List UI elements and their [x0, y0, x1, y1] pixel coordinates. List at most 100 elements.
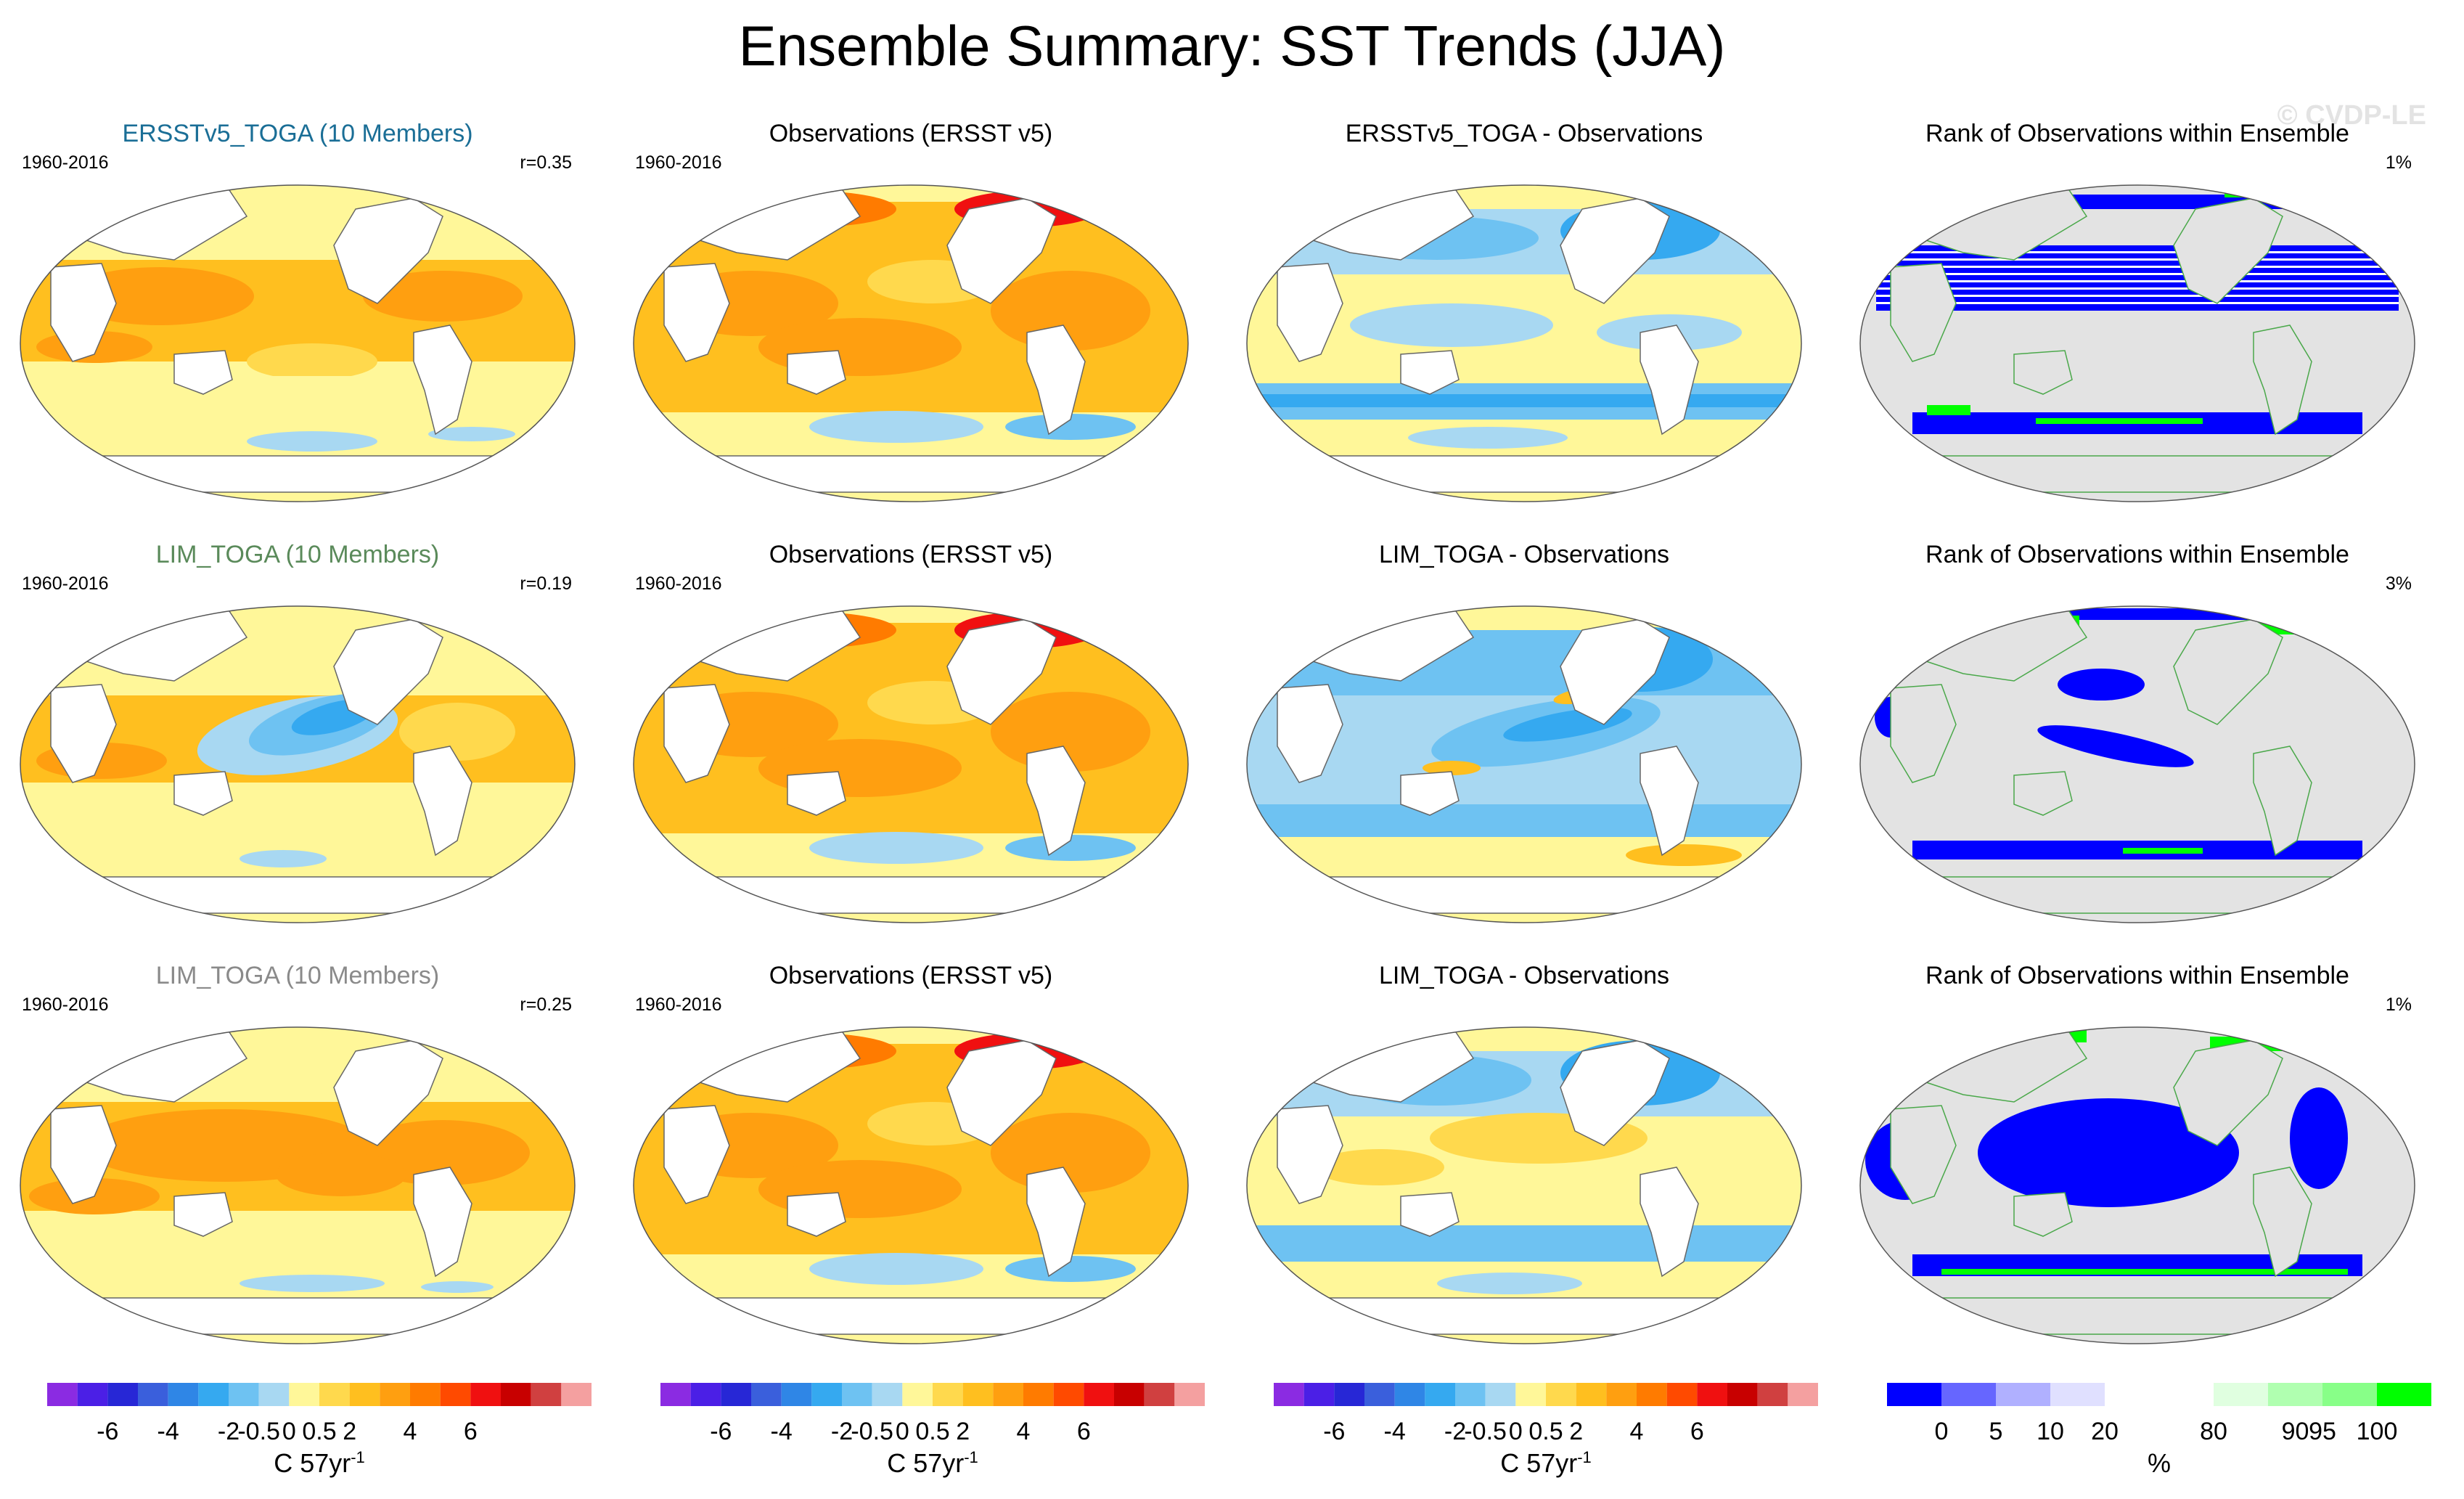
antarctica — [1932, 876, 2343, 914]
colorbar-swatch — [781, 1383, 812, 1406]
colorbar-swatch — [289, 1383, 319, 1406]
colorbar-swatch — [1425, 1383, 1455, 1406]
colorbar-swatch — [410, 1383, 441, 1406]
anomaly-band — [20, 1225, 575, 1305]
antarctica — [92, 876, 503, 914]
map-plot — [1246, 184, 1802, 502]
panel-title: Observations (ERSST v5) — [769, 120, 1053, 147]
africa — [1890, 1105, 1957, 1204]
panel-title: Rank of Observations within Ensemble — [1925, 120, 2349, 147]
page-title: Ensemble Summary: SST Trends (JJA) — [738, 14, 1726, 78]
colorbar-tick-label: 2 — [343, 1418, 357, 1445]
panel-title: LIM_TOGA - Observations — [1379, 962, 1669, 989]
north-america — [1560, 618, 1670, 725]
rank-percent-label: 1% — [2385, 994, 2412, 1015]
colorbar-tick-label: -2 — [217, 1418, 240, 1445]
greenland — [2296, 606, 2349, 642]
panel-title: Observations (ERSST v5) — [769, 962, 1053, 989]
colorbar-swatch — [47, 1383, 78, 1406]
colorbar-tick-label: 0.5 — [915, 1418, 950, 1445]
anomaly-region — [240, 850, 327, 867]
rank-low-band — [1876, 245, 2399, 311]
colorbar-swatch — [2159, 1383, 2214, 1406]
anomaly-region — [1350, 303, 1553, 347]
greenland — [1682, 185, 1735, 221]
colorbar-sst-1: C 57yr-1 -6 -4 -2 -0.5 0 0.5 2 4 6 — [40, 1383, 599, 1499]
rank-low-region — [2290, 1087, 2348, 1189]
africa — [50, 263, 117, 362]
anomaly-region — [991, 692, 1150, 772]
greenland — [2296, 185, 2349, 221]
colorbar-swatch — [198, 1383, 229, 1406]
map-border — [1246, 184, 1802, 502]
north-america — [2173, 618, 2283, 725]
period-label: 1960-2016 — [635, 994, 722, 1015]
australia — [173, 771, 233, 816]
africa — [1890, 684, 1957, 783]
colorbar-tick-label: -4 — [157, 1418, 179, 1445]
rank-percent-label: 1% — [2385, 152, 2412, 173]
panel-r2-c3: LIM_TOGA - Observations — [1234, 536, 1814, 946]
north-america — [2173, 197, 2283, 304]
colorbar-tick-label: 0.5 — [1528, 1418, 1563, 1445]
map-plot — [1859, 1026, 2415, 1344]
map-field — [1247, 1027, 1801, 1344]
colorbar-swatch — [349, 1383, 380, 1406]
australia — [173, 350, 233, 395]
australia — [1400, 350, 1460, 395]
rank-low-region — [2058, 669, 2145, 701]
map-field — [1860, 606, 2415, 923]
anomaly-region — [809, 832, 983, 864]
correlation-label: r=0.35 — [520, 152, 572, 173]
panel-title: LIM_TOGA (10 Members) — [155, 541, 440, 568]
anomaly-band — [20, 797, 575, 884]
colorbar-tick-label: 6 — [463, 1418, 478, 1445]
panel-r1-c4: Rank of Observations within Ensemble 1% — [1847, 115, 2428, 525]
australia — [787, 771, 846, 816]
north-america — [333, 1040, 443, 1146]
map-border — [20, 605, 576, 923]
north-america — [1560, 1040, 1670, 1146]
africa — [1890, 263, 1957, 362]
colorbar-swatch — [2377, 1383, 2431, 1406]
colorbar-unit: C 57yr-1 — [1500, 1448, 1592, 1478]
map-border — [633, 184, 1189, 502]
anomaly-region — [399, 703, 515, 761]
south-america — [1640, 746, 1699, 857]
colorbar-swatch — [107, 1383, 138, 1406]
africa — [1277, 1105, 1343, 1204]
panel-title: LIM_TOGA - Observations — [1379, 541, 1669, 568]
panel-title: ERSSTv5_TOGA - Observations — [1345, 120, 1703, 147]
colorbar-tick-label: 6 — [1076, 1418, 1091, 1445]
hatch-line — [1876, 273, 2399, 275]
colorbar-swatch — [993, 1383, 1023, 1406]
north-america — [333, 197, 443, 304]
antarctica — [1319, 876, 1730, 914]
colorbar-swatch — [2268, 1383, 2322, 1406]
colorbar-swatch — [1637, 1383, 1667, 1406]
antarctica — [92, 1297, 503, 1335]
antarctica — [705, 876, 1116, 914]
colorbar-tick-label: -6 — [710, 1418, 732, 1445]
map-border — [633, 1026, 1189, 1344]
colorbar-tick-label: 0 — [895, 1418, 909, 1445]
hatch-line — [1876, 280, 2399, 282]
colorbar-tick-label: -2 — [830, 1418, 854, 1445]
rank-high-region — [2036, 418, 2203, 424]
panel-r3-c2: Observations (ERSST v5) 1960-2016 — [621, 957, 1201, 1367]
colorbar-swatch — [1996, 1383, 2050, 1406]
colorbar-tick-label: 0.5 — [302, 1418, 337, 1445]
map-border — [1246, 1026, 1802, 1344]
colorbar-swatch — [690, 1383, 721, 1406]
rank-high-region — [1927, 405, 1970, 415]
map-border — [1859, 184, 2415, 502]
map-field — [1247, 606, 1801, 923]
antarctica — [705, 1297, 1116, 1335]
map-plot — [1859, 605, 2415, 923]
colorbar-swatch — [721, 1383, 751, 1406]
north-america — [946, 618, 1057, 725]
anomaly-region — [1005, 1256, 1136, 1282]
map-plot — [633, 605, 1189, 923]
colorbar-swatch — [1144, 1383, 1175, 1406]
greenland — [1069, 1027, 1122, 1063]
